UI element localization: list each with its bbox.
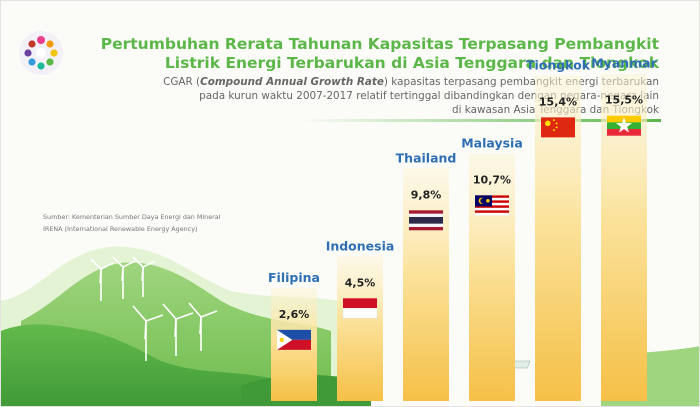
page-title: Pertumbuhan Rerata Tahunan Kapasitas Ter…	[99, 35, 659, 73]
subtitle-emphasis: Compound Annual Growth Rate	[200, 76, 384, 88]
china-flag-icon	[541, 117, 575, 138]
source-line-1: Sumber: Kementerian Sumber Daya Energi d…	[43, 213, 221, 221]
category-label-filipina: Filipina	[268, 270, 320, 285]
thailand-flag-icon	[409, 210, 443, 231]
wind-turbine-icon	[90, 256, 218, 361]
value-label-tiongkok: 15,4%	[539, 95, 577, 108]
category-label-myanmar: Myanmar	[591, 56, 657, 71]
subtitle-prefix: CGAR (	[163, 76, 201, 88]
philippines-flag-icon	[277, 329, 311, 350]
source-note: Sumber: Kementerian Sumber Daya Energi d…	[43, 211, 220, 235]
title-line-2: Listrik Energi Terbarukan di Asia Tengga…	[164, 54, 659, 72]
value-label-myanmar: 15,5%	[605, 94, 643, 107]
category-label-thailand: Thailand	[396, 150, 457, 165]
bar-indonesia	[337, 256, 383, 401]
value-label-filipina: 2,6%	[279, 308, 310, 321]
subtitle-rest: ) kapasitas terpasang pembangkit energi …	[383, 76, 659, 88]
category-label-malaysia: Malaysia	[461, 135, 523, 150]
source-line-2: IRENA (International Renewable Energy Ag…	[43, 225, 198, 233]
myanmar-flag-icon	[607, 115, 641, 136]
bars-group: 2,6% Filipina 4,5% Indonesia 9,8% Thailand 10,…	[268, 56, 658, 402]
subtitle-line-1: CGAR (Compound Annual Growth Rate) kapas…	[139, 75, 659, 89]
logo-icon	[19, 31, 63, 75]
title-divider	[301, 119, 661, 122]
bar-thailand	[403, 168, 449, 401]
value-label-thailand: 9,8%	[411, 188, 442, 201]
malaysia-flag-icon	[475, 195, 509, 216]
title-line-1: Pertumbuhan Rerata Tahunan Kapasitas Ter…	[100, 35, 659, 53]
category-label-tiongkok: Tiongkok	[526, 57, 591, 72]
bar-malaysia	[469, 153, 515, 401]
value-label-malaysia: 10,7%	[473, 173, 511, 186]
category-label-indonesia: Indonesia	[326, 238, 395, 253]
indonesia-flag-icon	[342, 298, 378, 319]
value-label-indonesia: 4,5%	[345, 276, 376, 289]
